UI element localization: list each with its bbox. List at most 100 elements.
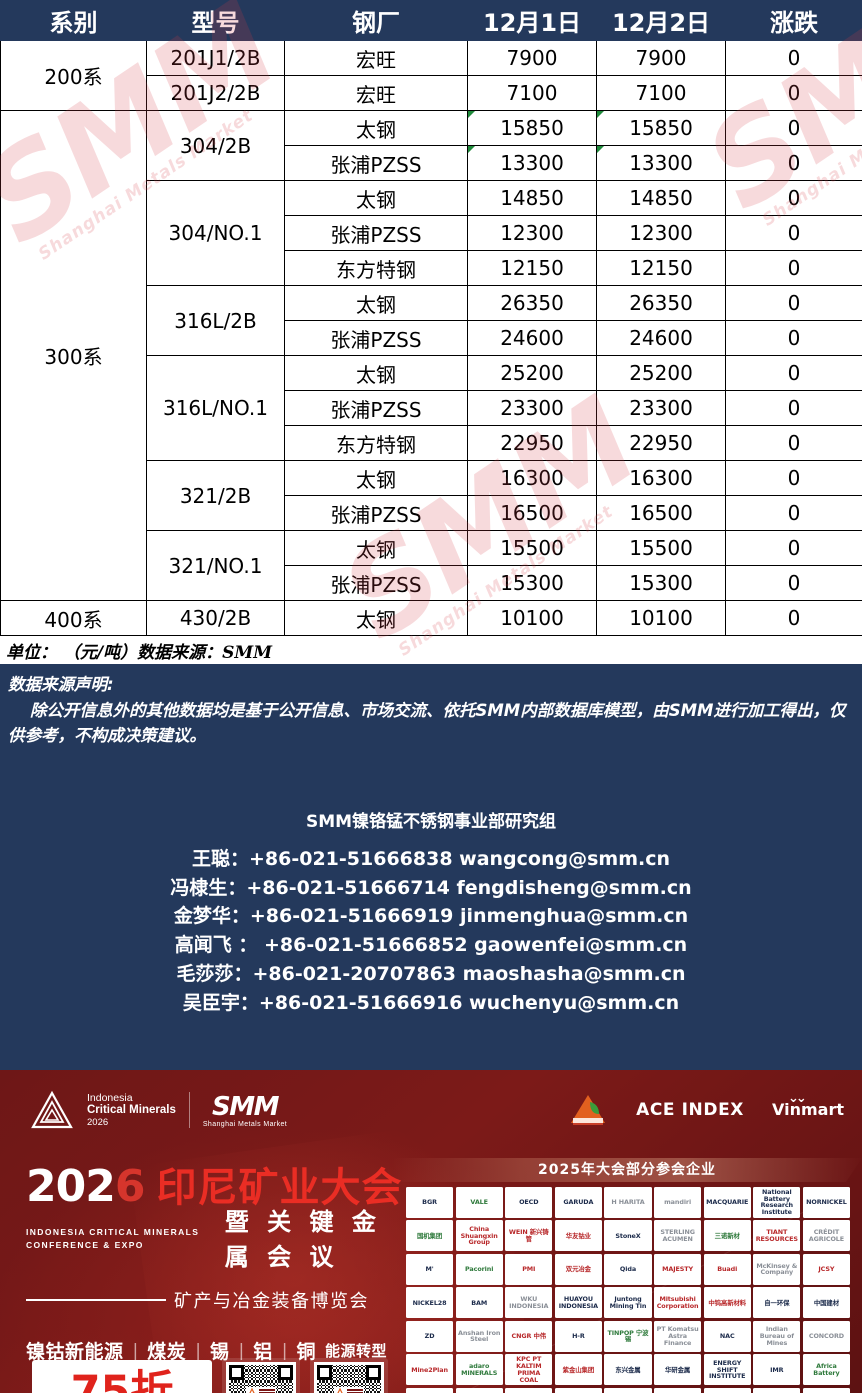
model-cell: 201J2/2B	[146, 75, 285, 111]
ad-subtitle-chinese: 暨 关 键 金 属 会 议	[224, 1208, 381, 1272]
discount-promo-card[interactable]: 75折 最高立省3,500元！	[32, 1359, 212, 1393]
table-row: 张浦PZSS 16500 16500 0	[1, 495, 862, 531]
price-day1-cell: 15500	[467, 530, 597, 566]
sponsor-logo-cell: IISD	[406, 1387, 454, 1393]
table-row: 200系 201J1/2B 宏旺 7900 7900 0	[0, 40, 862, 111]
discount-percent: 75折	[70, 1367, 174, 1393]
conference-ad-banner[interactable]: Indonesia Critical Minerals 2026 SMM Sha…	[0, 1069, 862, 1393]
model-cell: 321/2B	[146, 460, 285, 531]
sponsor-panel-title: 2025年大会部分参会企业	[538, 1161, 716, 1178]
mill-cell: 张浦PZSS	[284, 495, 468, 531]
mill-cell: 张浦PZSS	[284, 565, 468, 601]
sponsor-logo-cell: IMR	[753, 1354, 801, 1386]
triangle-logo-icon	[249, 1387, 255, 1393]
divider	[188, 1091, 190, 1128]
qr-code-row[interactable]: 免费观众直达60+展商扫码参会锁定超值折扣	[222, 1357, 388, 1393]
ad-headline-row1: 2026 印尼矿业大会	[26, 1164, 406, 1208]
sponsor-logo-cell: 三诺新材	[703, 1220, 751, 1252]
vinmart-label: Vinmart	[772, 1100, 844, 1120]
contact-line: 冯棣生：+86-021-51666714 fengdisheng@smm.cn	[170, 876, 692, 899]
apni-logo-icon	[571, 1094, 606, 1125]
sponsor-logo-cell: 紫金山集团	[554, 1354, 602, 1386]
keyword-separator: |	[195, 1340, 201, 1361]
sponsor-logo-label: Africa Battery	[813, 1362, 840, 1377]
price-day2-cell: 7900	[596, 40, 726, 76]
sponsor-logo-label: PT Komatsu Astra Finance	[656, 1325, 699, 1347]
qr-logo-overlay	[334, 1386, 364, 1393]
qr-code-icon[interactable]	[314, 1361, 384, 1393]
price-day1-cell: 7900	[467, 40, 597, 76]
keyword-separator: |	[132, 1340, 139, 1361]
sponsor-logo-cell: GLENCORE	[554, 1387, 602, 1393]
sponsor-logo-label: CNGR 中伟	[511, 1332, 547, 1341]
sponsor-logo-cell: Pacorini	[455, 1253, 503, 1285]
ad-keyword: 铝	[253, 1341, 273, 1364]
sponsor-panel: 2025年大会部分参会企业 BGR VALE OECD GARUDA H HARITA m…	[392, 1158, 862, 1393]
qr-corner	[278, 1364, 293, 1380]
price-day1-cell: 22950	[467, 425, 597, 461]
mill-cell: 张浦PZSS	[284, 215, 468, 251]
sponsor-logo-cell: adaro MINERALS	[455, 1354, 503, 1386]
price-day1-cell: 15850	[467, 110, 597, 146]
sponsor-logo-label: GARUDA	[563, 1198, 594, 1207]
model-cell: 321/NO.1	[146, 530, 285, 601]
sponsor-logo-label: WKU INDONESIA	[509, 1295, 549, 1310]
qr-code-icon[interactable]	[226, 1361, 296, 1393]
sponsor-logo-cell: BCA	[753, 1387, 801, 1393]
qr-code-card[interactable]: 免费观众直达60+展商	[222, 1357, 300, 1393]
sponsor-logo-label: BAM	[471, 1298, 488, 1307]
mill-cell: 太钢	[284, 180, 468, 216]
mill-cell: 太钢	[284, 285, 468, 321]
sponsor-logo-label: 东兴金属	[615, 1365, 641, 1374]
sponsor-logo-label: 三诺新材	[714, 1231, 740, 1240]
sponsor-logo-label: 中钨高新材料	[708, 1298, 747, 1307]
sponsor-logo-cell: StoneX	[604, 1220, 652, 1252]
sponsor-logo-label: BGR	[422, 1198, 437, 1207]
sponsor-logo-cell: HUAYOU INDONESIA	[554, 1287, 602, 1319]
table-row: 张浦PZSS 23300 23300 0	[1, 390, 862, 426]
price-day2-cell: 22950	[596, 425, 726, 461]
qr-logo-overlay	[246, 1386, 276, 1393]
ad-expo-name: 矿产与冶金装备博览会	[174, 1291, 369, 1313]
sponsor-title-wrap: 2025年大会部分参会企业	[392, 1158, 862, 1182]
sponsor-logo-cell: Qida	[604, 1253, 652, 1285]
model-cell: 316L/2B	[146, 285, 285, 356]
sponsor-logo-cell: ZD	[406, 1320, 454, 1352]
contact-line: 毛莎莎：+86-021-20707863 maoshasha@smm.cn	[176, 963, 686, 986]
qr-corner	[317, 1364, 332, 1380]
sponsor-logo-label: OECD	[519, 1198, 539, 1207]
model-cell: 201J1/2B	[146, 40, 285, 76]
sponsor-logo-label: HUAYOU INDONESIA	[558, 1295, 598, 1310]
smm-logo-text: SMM	[212, 1091, 279, 1122]
sponsor-logo-cell: ANTAM	[654, 1387, 702, 1393]
year-2026: 2026	[26, 1164, 145, 1208]
change-cell: 0	[725, 565, 862, 601]
icm-line2: Critical Minerals	[87, 1103, 176, 1116]
sponsor-logo-label: KPC PT KALTIM PRIMA COAL	[516, 1355, 542, 1384]
sponsor-logo-label: WEIN 新兴铸管	[508, 1228, 549, 1243]
qr-code-card[interactable]: 扫码参会锁定超值折扣	[310, 1357, 388, 1393]
mill-cell: 太钢	[284, 110, 468, 146]
sponsor-logo-label: H HARITA	[611, 1198, 645, 1207]
sponsor-logo-label: 紫金山集团	[562, 1365, 595, 1374]
mill-cell: 张浦PZSS	[284, 145, 468, 181]
sponsor-logo-label: Qida	[619, 1265, 637, 1274]
unit-note: 单位： （元/吨）数据来源：SMM	[0, 636, 862, 666]
table-header-row: 系别 型号 钢厂 12月1日 12月2日 涨跌	[0, 0, 862, 41]
table-row: 300系 304/2B 太钢 15850 15850 0	[0, 110, 862, 601]
table-row: 316L/2B 太钢 26350 26350 0	[1, 285, 862, 356]
sponsor-logo-label: adaro MINERALS	[461, 1362, 498, 1377]
sponsor-logo-label: China Shuangxin Group	[460, 1224, 498, 1247]
price-day1-cell: 16500	[467, 495, 597, 531]
sponsor-logo-label: CRÉDIT AGRICOLE	[808, 1228, 845, 1243]
ad-keywords-row: 镍钴新能源 | 煤炭 | 锡 | 铝 | 铜能源转型	[26, 1337, 406, 1364]
change-cell: 0	[725, 180, 862, 216]
sponsor-logo-cell: NewVision Metals AI	[604, 1387, 652, 1393]
price-day1-cell: 24600	[467, 320, 597, 356]
sponsor-logo-cell: Juntong Mining Tin	[604, 1287, 652, 1319]
icm-logo-group: Indonesia Critical Minerals 2026 SMM Sha…	[30, 1090, 287, 1130]
sponsor-logo-cell: 国机集团	[406, 1220, 454, 1252]
sponsor-logo-label: Juntong Mining Tin	[609, 1295, 647, 1310]
price-day2-cell: 26350	[596, 285, 726, 321]
price-day2-cell: 12300	[596, 215, 726, 251]
